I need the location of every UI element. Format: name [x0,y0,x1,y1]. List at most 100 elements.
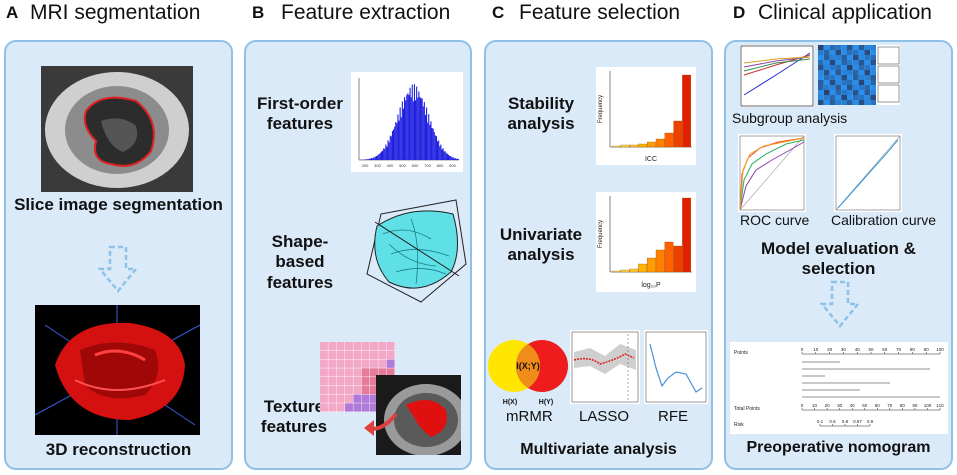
histogram-bar [423,102,425,160]
histogram-bar [406,94,408,160]
heatmap-cell [864,55,871,60]
heatmap-cell [841,95,847,100]
histogram-bar [394,126,396,160]
texture-matrix-cell [370,359,378,368]
heatmap-cell [847,50,853,55]
shape-based-features-label: Shape-based features [266,232,334,292]
histogram-bar [386,146,388,160]
texture-matrix-cell [328,385,337,395]
icc-ylabel: Frequency [598,95,604,123]
histogram-bar [395,122,397,160]
logp-bar [611,270,621,273]
histogram-tick-label: 900 [449,163,456,168]
icc-bar [629,144,639,148]
icc-bar [673,120,683,148]
panel-a-title: MRI segmentation [30,1,201,24]
heatmap-cell [847,60,853,65]
heatmap-cell [841,100,847,105]
heatmap-cell [858,50,865,55]
heatmap-cell [858,55,865,60]
histogram-bar [428,114,430,160]
heatmap-cell [852,45,859,50]
heatmap-cell [870,85,876,90]
nomo-points-tick: 100 [936,347,944,352]
panel-d-title: Clinical application [758,1,932,24]
panel-c: Stability analysis Frequency ICC Univari… [484,40,713,470]
heatmap-cell [870,90,876,95]
heatmap-cell [852,60,859,65]
texture-matrix-cell [320,394,328,403]
texture-matrix-cell [320,342,328,351]
heatmap-cell [829,45,836,50]
heatmap-cell [841,65,847,70]
histogram-bar [443,151,445,160]
texture-matrix-cell [386,350,395,360]
texture-features-label: Texture features [260,397,328,437]
texture-matrix-cell [336,377,345,386]
nomo-points-tick: 40 [855,347,861,352]
histogram-bar [367,159,369,160]
icc-bar [682,74,691,148]
panel-c-title: Feature selection [519,1,681,24]
heatmap-cell [818,90,824,95]
histogram-bar [399,107,401,160]
nomo-total-tick: 50 [862,403,868,408]
histogram-bar [454,158,456,160]
heatmap-cell [835,70,842,75]
texture-matrix-cell [336,385,345,395]
nomo-total-tick: 100 [924,403,932,408]
texture-matrix-cell [320,359,328,368]
histogram-bar [378,154,380,160]
nomo-points-tick: 90 [924,347,930,352]
heatmap-cell [841,70,847,75]
heatmap-cell [841,45,847,50]
heatmap-cell [841,90,847,95]
heatmap-cell [864,100,871,105]
subgroup-line-plot [740,45,814,107]
icc-bar [638,143,647,148]
histogram-bar [368,158,370,160]
heatmap-cell [870,70,876,75]
heatmap-cell [870,100,876,105]
histogram-bar [415,100,417,160]
heatmap-cell [847,100,853,105]
histogram-bar [393,129,395,160]
heatmap-cell [835,45,842,50]
heatmap-cell [835,85,842,90]
roc-curve-label: ROC curve [740,212,810,228]
nomo-points-tick: 80 [910,347,916,352]
histogram-bar [389,135,391,160]
heatmap-cell [823,95,830,100]
histogram-bar [445,153,447,160]
heatmap-cell [823,80,830,85]
histogram-bar [437,141,439,160]
first-order-features-label: First-order features [257,94,343,134]
texture-matrix-cell [361,403,370,412]
nomo-total-tick: 30 [837,403,843,408]
nomo-points-tick: 10 [813,347,819,352]
heatmap-cell [835,90,842,95]
heatmap-cell [847,95,853,100]
heatmap-cell [835,95,842,100]
nomo-points-tick: 20 [827,347,833,352]
heatmap-cell [823,70,830,75]
nomo-total-tick: 10 [812,403,818,408]
heatmap-cell [852,70,859,75]
nomogram-chart: Points Total Points Risk 0 10 20 30 40 50 60 70… [730,342,948,434]
texture-matrix-cell [370,394,378,403]
logp-ylabel: Frequency [598,220,604,248]
nomo-points-tick: 30 [841,347,847,352]
heatmap-cell [852,75,859,80]
histogram-bar [388,142,390,160]
preoperative-nomogram-label: Preoperative nomogram [746,439,931,456]
histogram-bar [369,158,371,160]
panel-d: Subgroup analysis ROC curve Calibration … [724,40,953,470]
heatmap-cell [852,55,859,60]
texture-matrix-cell [378,368,387,377]
lasso-label: LASSO [579,408,630,425]
panel-b-title: Feature extraction [281,1,451,24]
heatmap-cell [870,45,876,50]
histogram-bar [435,136,437,160]
heatmap-cell [870,55,876,60]
mrmr-venn-diagram: I(X;Y) H(X) H(Y) [488,340,568,406]
